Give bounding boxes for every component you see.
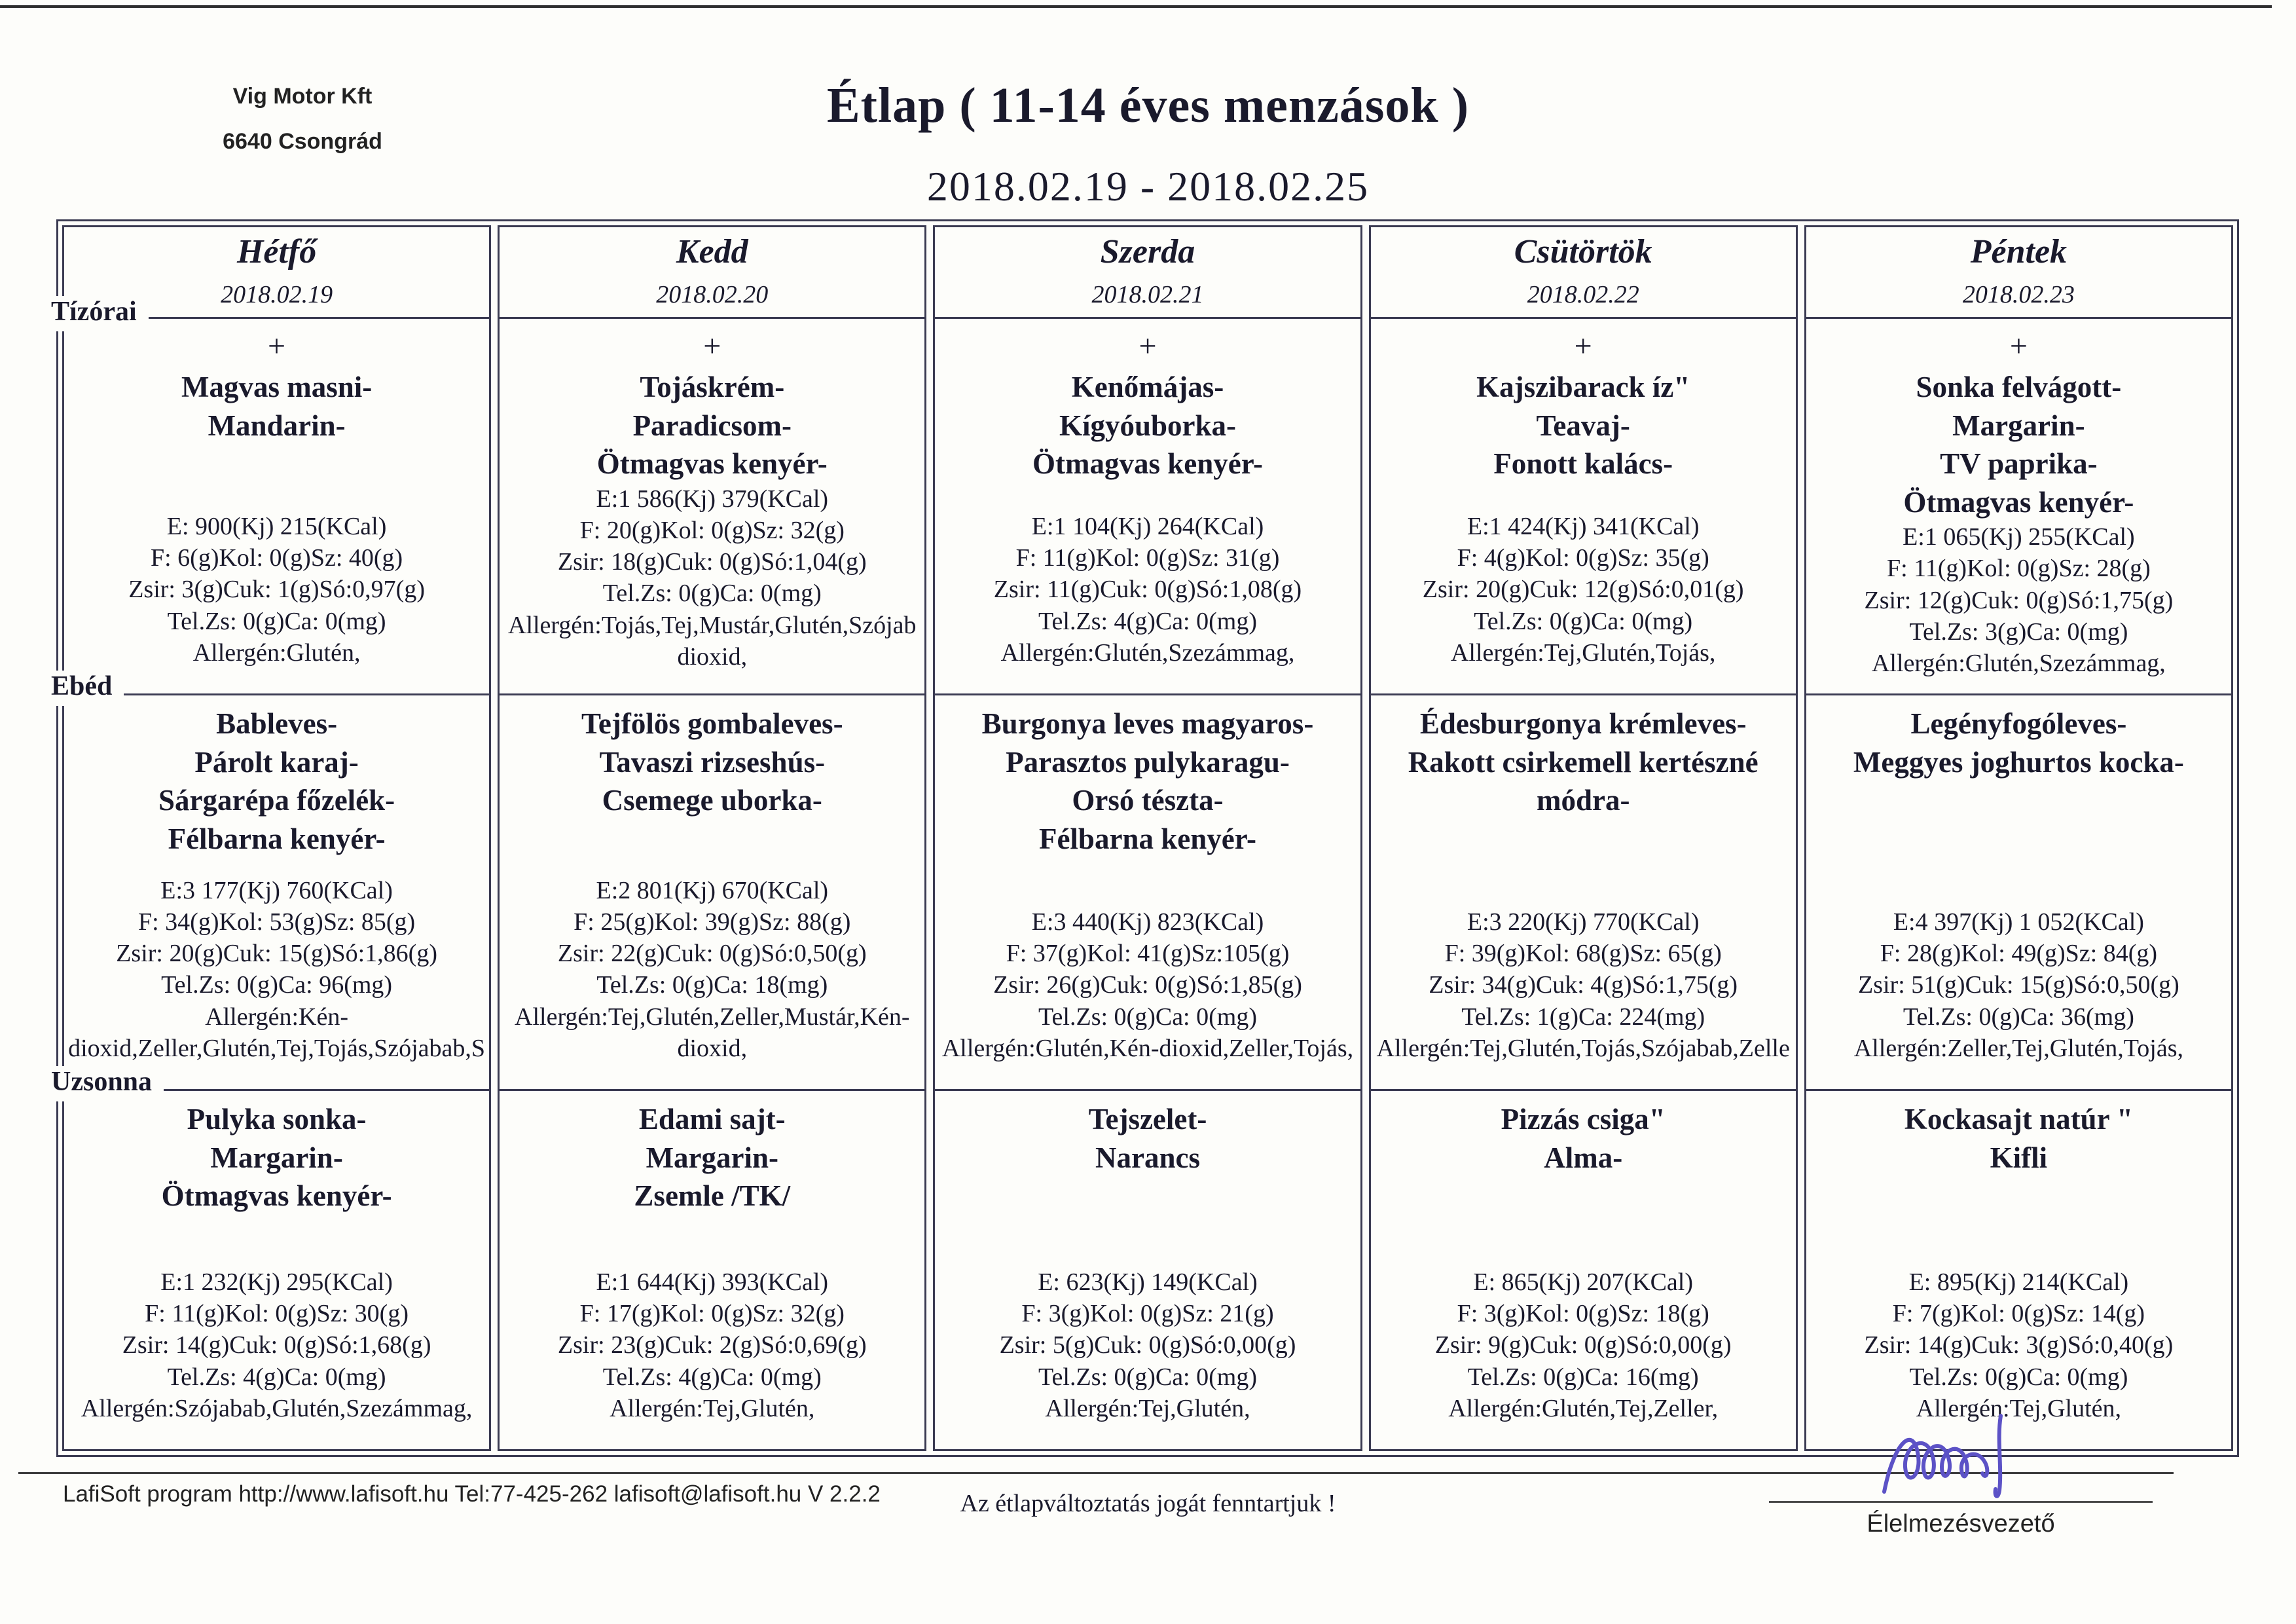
day-name: Hétfő — [236, 233, 317, 270]
nutrition-info: E:1 644(Kj) 393(KCal) F: 17(g)Kol: 0(g)Sz… — [557, 1268, 867, 1422]
uzsonna-cell: Pizzás csiga" Alma- E: 865(Kj) 207(KCal) F… — [1370, 1089, 1796, 1449]
nutrition-info: E:1 424(Kj) 341(KCal) F: 4(g)Kol: 0(g)Sz:… — [1422, 512, 1744, 667]
company-block: Vig Motor Kft 6640 Csongrád — [185, 84, 420, 174]
day-column-friday: Péntek 2018.02.23 + Sonka felvágott- Marga… — [1804, 225, 2233, 1451]
day-column-thursday: Csütörtök 2018.02.22 + Kajszibarack íz" Te… — [1368, 225, 1798, 1451]
uzsonna-cell: Pulyka sonka- Margarin- Ötmagvas kenyér- E… — [64, 1089, 490, 1449]
nutrition-info: E:1 065(Kj) 255(KCal) F: 11(g)Kol: 0(g)Sz… — [1864, 523, 2174, 678]
day-header: Csütörtök 2018.02.22 — [1370, 227, 1796, 319]
uzsonna-cell: Kockasajt natúr " Kifli E: 895(Kj) 214(KC… — [1806, 1089, 2231, 1449]
menu-items: Bableves- Párolt karaj- Sárgarépa főzelék-… — [158, 707, 395, 855]
company-city: 6640 Csongrád — [223, 129, 382, 154]
nutrition-info: E:2 801(Kj) 670(KCal) F: 25(g)Kol: 39(g)S… — [515, 876, 910, 1062]
tizorai-cell: + Tojáskrém- Paradicsom- Ötmagvas kenyér- E… — [500, 319, 924, 693]
menu-items: Tejszelet- Narancs — [1088, 1103, 1207, 1174]
day-header: Szerda 2018.02.21 — [935, 227, 1360, 319]
menu-items: Legényfogóleves- Meggyes joghurtos kocka- — [1853, 707, 2184, 779]
signature-label: Élelmezésvezető — [1867, 1510, 2055, 1538]
tizorai-cell: + Magvas masni- Mandarin- E: 900(Kj) 215(K… — [64, 319, 489, 693]
nutrition-info: E:3 220(Kj) 770(KCal) F: 39(g)Kol: 68(g)S… — [1376, 908, 1790, 1062]
day-header: Péntek 2018.02.23 — [1806, 227, 2231, 319]
program-info: LafiSoft program http://www.lafisoft.hu … — [63, 1481, 881, 1507]
nutrition-info: E:3 177(Kj) 760(KCal) F: 34(g)Kol: 53(g)S… — [68, 876, 486, 1062]
page-title: Étlap ( 11-14 éves menzások ) — [826, 78, 1470, 133]
day-column-tuesday: Kedd 2018.02.20 + Tojáskrém- Paradicsom- Öt… — [498, 225, 927, 1451]
day-name: Kedd — [676, 233, 748, 270]
handwritten-signature — [1882, 1414, 2003, 1498]
day-date: 2018.02.21 — [1091, 281, 1204, 308]
nutrition-info: E:4 397(Kj) 1 052(KCal) F: 28(g)Kol: 49(g… — [1853, 908, 2183, 1062]
day-name: Szerda — [1100, 233, 1195, 270]
tizorai-cell: + Sonka felvágott- Margarin- TV paprika- Ötm… — [1806, 319, 2231, 693]
nutrition-info: E:1 104(Kj) 264(KCal) F: 11(g)Kol: 0(g)Sz… — [993, 512, 1302, 667]
uzsonna-cell: Tejszelet- Narancs E: 623(Kj) 149(KCal) F:… — [935, 1089, 1360, 1449]
menu-items: + Kenőmájas- Kígyóuborka- Ötmagvas kenyér- — [1032, 329, 1263, 481]
nutrition-info: E:1 232(Kj) 295(KCal) F: 11(g)Kol: 0(g)Sz… — [81, 1268, 473, 1422]
menu-items: + Kajszibarack íz" Teavaj- Fonott kalács- — [1476, 329, 1690, 481]
tizorai-cell: + Kajszibarack íz" Teavaj- Fonott kalács- E… — [1371, 319, 1796, 693]
menu-items: + Sonka felvágott- Margarin- TV paprika- Ötm… — [1903, 329, 2134, 519]
weekly-menu-table: Hétfő 2018.02.19 + Magvas masni- Mandarin-… — [56, 219, 2239, 1457]
nutrition-info: E: 895(Kj) 214(KCal) F: 7(g)Kol: 0(g)Sz: … — [1864, 1268, 2174, 1422]
section-label-uzsonna: Uzsonna — [45, 1066, 164, 1101]
footer-divider-line — [18, 1472, 2174, 1474]
menu-items: + Tojáskrém- Paradicsom- Ötmagvas kenyér- — [596, 329, 828, 481]
menu-items: Pulyka sonka- Margarin- Ötmagvas kenyér- — [161, 1103, 392, 1212]
ebed-cell: Legényfogóleves- Meggyes joghurtos kocka-… — [1806, 693, 2231, 1089]
menu-items: Kockasajt natúr " Kifli — [1904, 1103, 2133, 1174]
company-name: Vig Motor Kft — [232, 84, 373, 109]
day-date: 2018.02.22 — [1527, 281, 1639, 308]
menu-items: Pizzás csiga" Alma- — [1501, 1103, 1666, 1174]
day-date: 2018.02.20 — [656, 281, 769, 308]
ebed-cell: Bableves- Párolt karaj- Sárgarépa főzelék-… — [64, 693, 490, 1089]
day-name: Csütörtök — [1514, 233, 1652, 270]
signature-line — [1769, 1501, 2153, 1503]
ebed-cell: Burgonya leves magyaros- Parasztos pulyka… — [935, 693, 1360, 1089]
ebed-cell: Édesburgonya krémleves- Rakott csirkemell… — [1370, 693, 1796, 1089]
day-date: 2018.02.23 — [1962, 281, 2075, 308]
scan-top-edge-line — [0, 5, 2272, 8]
menu-items: Édesburgonya krémleves- Rakott csirkemell… — [1408, 707, 1758, 817]
nutrition-info: E:3 440(Kj) 823(KCal) F: 37(g)Kol: 41(g)S… — [941, 908, 1354, 1062]
day-column-monday: Hétfő 2018.02.19 + Magvas masni- Mandarin-… — [62, 225, 492, 1451]
section-label-tizorai: Tízórai — [45, 296, 149, 331]
day-name: Péntek — [1970, 233, 2068, 270]
menu-items: Tejfölös gombaleves- Tavaszi rizseshús- Cs… — [581, 707, 843, 817]
menu-items: Edami sajt- Margarin- Zsemle /TK/ — [634, 1103, 791, 1212]
disclaimer-text: Az étlapváltoztatás jogát fenntartjuk ! — [960, 1490, 1336, 1517]
day-column-wednesday: Szerda 2018.02.21 + Kenőmájas- Kígyóuborka… — [933, 225, 1362, 1451]
menu-items: Burgonya leves magyaros- Parasztos pulyka… — [981, 707, 1314, 855]
nutrition-info: E: 623(Kj) 149(KCal) F: 3(g)Kol: 0(g)Sz: … — [999, 1268, 1296, 1422]
day-header: Kedd 2018.02.20 — [500, 227, 925, 319]
day-header: Hétfő 2018.02.19 — [64, 227, 490, 319]
tizorai-cell: + Kenőmájas- Kígyóuborka- Ötmagvas kenyér- … — [935, 319, 1360, 693]
ebed-cell: Tejfölös gombaleves- Tavaszi rizseshús- Cs… — [500, 693, 925, 1089]
nutrition-info: E:1 586(Kj) 379(KCal) F: 20(g)Kol: 0(g)Sz… — [508, 485, 917, 671]
section-label-ebed: Ebéd — [45, 671, 124, 706]
nutrition-info: E: 900(Kj) 215(KCal) F: 6(g)Kol: 0(g)Sz: … — [128, 512, 425, 667]
nutrition-info: E: 865(Kj) 207(KCal) F: 3(g)Kol: 0(g)Sz: … — [1434, 1268, 1732, 1422]
uzsonna-cell: Edami sajt- Margarin- Zsemle /TK/ E:1 644(… — [500, 1089, 925, 1449]
menu-items: + Magvas masni- Mandarin- — [181, 329, 373, 442]
day-date: 2018.02.19 — [221, 281, 333, 308]
date-range: 2018.02.19 - 2018.02.25 — [926, 163, 1370, 210]
